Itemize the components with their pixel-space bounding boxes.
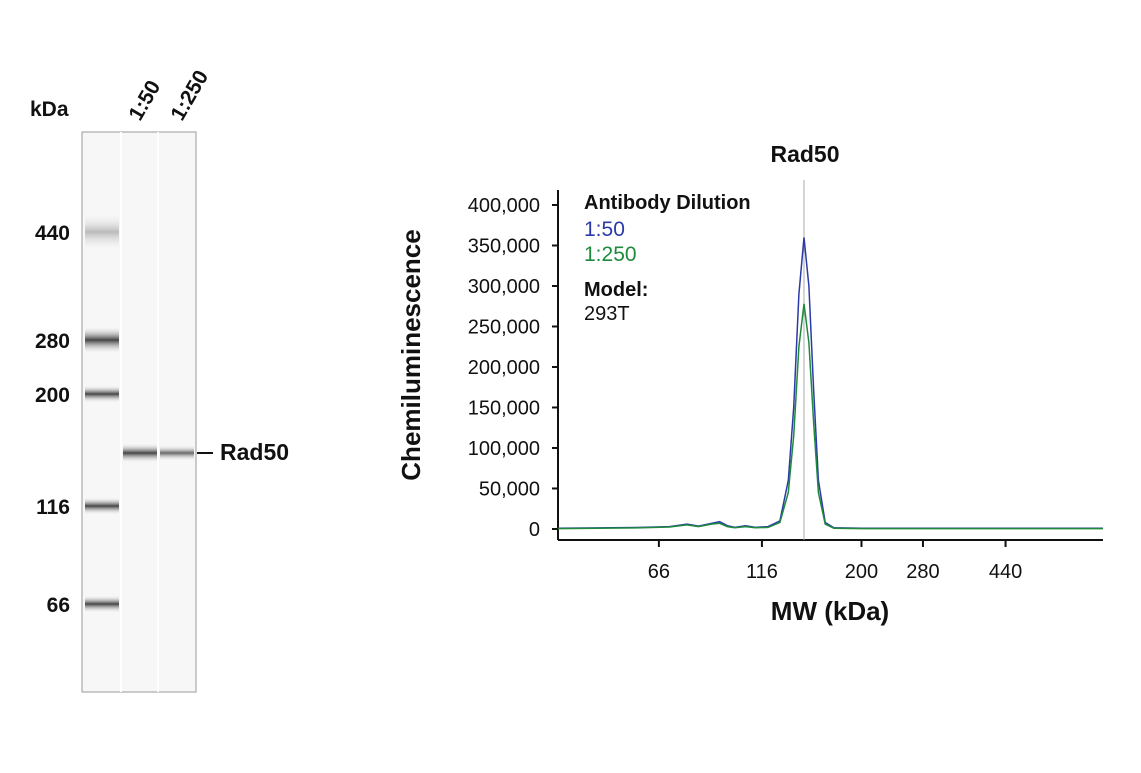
sample-band: [123, 443, 157, 463]
y-tick-label: 150,000: [468, 397, 540, 419]
marker-label: 66: [47, 594, 70, 617]
ladder-band: [85, 326, 119, 354]
y-tick-label: 400,000: [468, 195, 540, 217]
legend-entry: 1:50: [584, 218, 625, 241]
ladder-band: [85, 595, 119, 613]
marker-label: 280: [35, 330, 70, 353]
lane-label: 1:250: [166, 66, 213, 124]
ladder-band: [85, 385, 119, 403]
y-tick-label: 50,000: [479, 478, 540, 500]
band-label: Rad50: [220, 439, 289, 465]
chart: Rad50 Chemiluminescence MW (kDa) Antibod…: [396, 141, 1103, 626]
legend-title: Antibody Dilution: [584, 192, 751, 214]
annotation: 293T: [584, 303, 630, 325]
chart-title: Rad50: [770, 141, 839, 167]
x-tick-label: 440: [989, 561, 1022, 583]
x-tick-label: 200: [845, 561, 878, 583]
annotation-title: Model:: [584, 279, 648, 301]
y-tick-label: 100,000: [468, 438, 540, 460]
lane-label: 1:50: [124, 77, 165, 125]
x-tick-label: 116: [746, 561, 778, 583]
x-tick-label: 280: [906, 561, 939, 583]
marker-label: 200: [35, 384, 70, 407]
blot-panel: kDa 1:50 1:250 Rad50 440 280 200 116 66: [30, 66, 289, 693]
marker-label: 440: [35, 222, 70, 245]
marker-label: 116: [36, 496, 70, 519]
y-tick-label: 0: [529, 519, 540, 541]
y-tick-label: 350,000: [468, 235, 540, 257]
sample-band: [160, 445, 194, 461]
y-tick-label: 250,000: [468, 316, 540, 338]
x-tick-label: 66: [648, 561, 670, 583]
y-axis-label: Chemiluminescence: [396, 229, 426, 480]
x-axis-label: MW (kDa): [771, 596, 889, 626]
ladder-band: [85, 212, 119, 252]
y-tick-label: 200,000: [468, 357, 540, 379]
legend-entry: 1:250: [584, 243, 637, 266]
ladder-band: [85, 497, 119, 515]
data-line: [557, 303, 1103, 530]
unit-label: kDa: [30, 98, 69, 121]
y-tick-label: 300,000: [468, 276, 540, 298]
